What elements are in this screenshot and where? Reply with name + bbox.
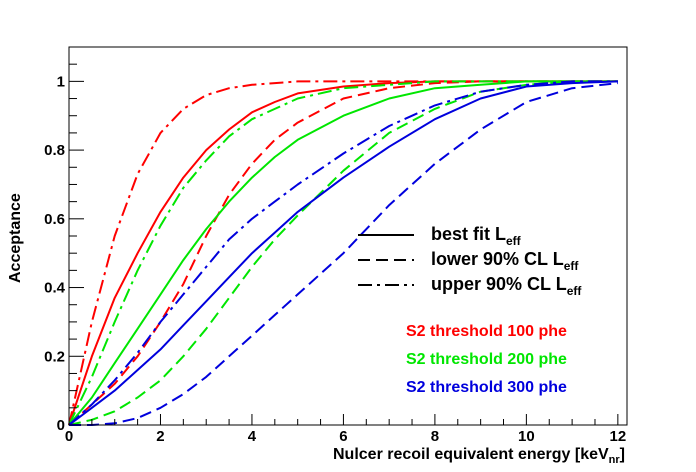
- legend-label-upper: upper 90% CL Leff: [431, 274, 582, 298]
- threshold-label-200: S2 threshold 200 phe: [406, 351, 567, 368]
- x-tick-label: 0: [65, 428, 73, 445]
- legend: best fit Leff lower 90% CL Leff upper 90…: [358, 224, 582, 298]
- y-axis-title: Acceptance: [7, 193, 24, 283]
- axis-ticks: 0 2 4 6 8 10 12 0 0.2 0.4 0.6 0.8 1: [44, 46, 627, 445]
- x-tick-label: 12: [610, 428, 627, 445]
- y-tick-label: 0.8: [44, 142, 65, 159]
- y-tick-label: 0.6: [44, 211, 65, 228]
- y-tick-label: 0.2: [44, 348, 65, 365]
- x-tick-label: 8: [431, 428, 439, 445]
- x-tick-label: 4: [248, 428, 257, 445]
- x-axis-title-subscript: nr: [609, 454, 621, 466]
- series-line-200-dashdot: [68, 80, 618, 426]
- x-axis-title: Nulcer recoil equivalent energy [keVnr]: [333, 446, 625, 466]
- x-tick-label: 2: [156, 428, 164, 445]
- series-layer: [68, 80, 619, 426]
- x-tick-label: 6: [339, 428, 347, 445]
- series-line-300-solid: [68, 80, 618, 426]
- series-line-300-dashed: [69, 82, 619, 426]
- threshold-label-300: S2 threshold 300 phe: [406, 379, 567, 396]
- y-tick-label: 0: [57, 417, 65, 434]
- legend-label-lower: lower 90% CL Leff: [431, 249, 579, 273]
- x-tick-label: 10: [518, 428, 535, 445]
- y-tick-label: 1: [57, 73, 65, 90]
- y-tick-label: 0.4: [44, 280, 66, 297]
- series-line-300-dashdot: [68, 80, 618, 426]
- series-line-200-solid: [68, 80, 618, 426]
- threshold-label-100: S2 threshold 100 phe: [406, 323, 567, 340]
- legend-label-best-fit: best fit Leff: [431, 224, 522, 248]
